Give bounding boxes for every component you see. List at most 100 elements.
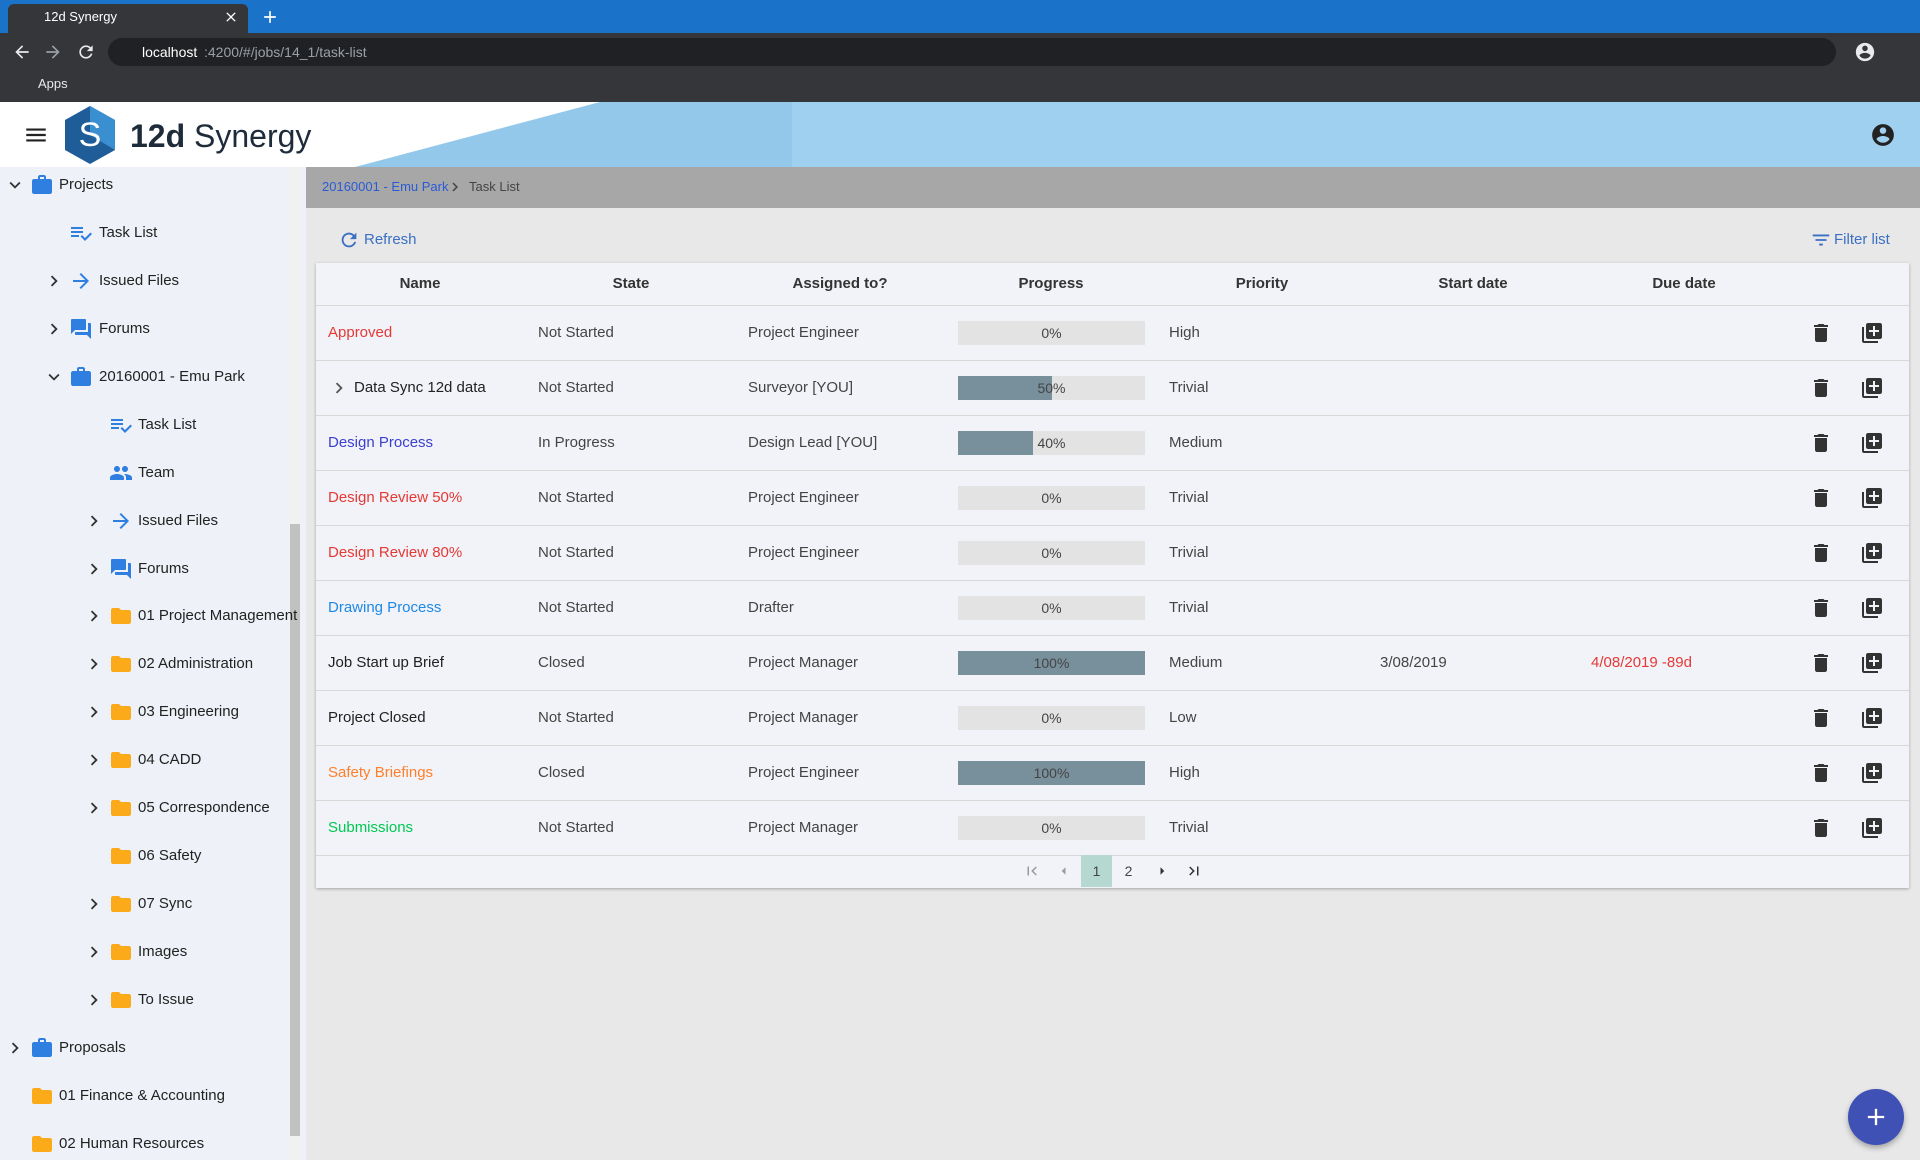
delete-button[interactable] — [1809, 816, 1833, 840]
expand-toggle[interactable] — [83, 605, 105, 627]
nav-item[interactable]: 04 CADD — [138, 751, 202, 769]
nav-item[interactable]: 03 Engineering — [138, 703, 239, 721]
row-divider — [316, 580, 1909, 581]
reload-button[interactable] — [76, 42, 96, 62]
delete-button[interactable] — [1809, 431, 1833, 455]
last-page[interactable] — [1185, 862, 1203, 880]
nav-icon — [113, 512, 129, 529]
nav-item[interactable]: 01 Project Management — [138, 607, 298, 625]
add-subtask-button[interactable] — [1860, 706, 1884, 730]
nav-item[interactable]: 07 Sync — [138, 895, 193, 913]
page-number[interactable]: 1 — [1092, 863, 1101, 879]
task-name[interactable]: Submissions — [328, 818, 414, 836]
task-name[interactable]: Project Closed — [328, 708, 426, 726]
nav-item[interactable]: Team — [138, 463, 175, 481]
back-button[interactable] — [12, 42, 32, 62]
profile-button[interactable] — [1854, 41, 1876, 63]
expand-toggle[interactable] — [83, 797, 105, 819]
task-assigned: Project Manager — [748, 653, 859, 671]
filter-icon[interactable] — [1810, 229, 1832, 251]
nav-item[interactable]: 20160001 - Emu Park — [99, 367, 245, 385]
refresh-button[interactable]: Refresh — [364, 231, 417, 248]
add-subtask-button[interactable] — [1860, 486, 1884, 510]
header-divider — [316, 305, 1909, 306]
expand-toggle[interactable] — [4, 1037, 26, 1059]
nav-item[interactable]: Forums — [138, 559, 189, 577]
scrollbar-thumb[interactable] — [290, 524, 300, 1136]
bookmark[interactable]: Apps — [38, 76, 68, 91]
delete-button[interactable] — [1809, 761, 1833, 785]
svg-text:S: S — [79, 116, 102, 154]
refresh-icon[interactable] — [338, 229, 360, 251]
progress-fill — [958, 650, 1145, 675]
breadcrumb-link[interactable]: 20160001 - Emu Park — [322, 179, 449, 194]
expand-toggle[interactable] — [43, 366, 65, 388]
add-subtask-button[interactable] — [1860, 376, 1884, 400]
expand-toggle[interactable] — [43, 318, 65, 340]
task-name[interactable]: Design Review 80% — [328, 543, 463, 561]
nav-item[interactable]: 05 Correspondence — [138, 799, 270, 817]
task-name[interactable]: Job Start up Brief — [328, 653, 444, 671]
forward-button[interactable] — [43, 42, 63, 62]
add-subtask-button[interactable] — [1860, 761, 1884, 785]
nav-item[interactable]: To Issue — [138, 990, 194, 1008]
new-tab[interactable] — [260, 7, 280, 27]
fab-icon[interactable] — [1862, 1103, 1890, 1131]
filter-button[interactable]: Filter list — [1834, 231, 1890, 248]
nav-item[interactable]: 02 Human Resources — [59, 1134, 205, 1152]
add-subtask-button[interactable] — [1860, 816, 1884, 840]
tab-close[interactable] — [223, 9, 239, 25]
nav-icon — [32, 1087, 52, 1104]
menu-button[interactable] — [23, 122, 49, 148]
expand-toggle[interactable] — [83, 989, 105, 1011]
delete-button[interactable] — [1809, 651, 1833, 675]
nav-item[interactable]: Issued Files — [138, 511, 219, 529]
nav-item[interactable]: Issued Files — [99, 271, 180, 289]
task-name[interactable]: Design Process — [328, 433, 434, 451]
expand-toggle[interactable] — [4, 174, 26, 196]
task-name[interactable]: Safety Briefings — [328, 763, 434, 781]
delete-button[interactable] — [1809, 541, 1833, 565]
nav-item[interactable]: Images — [138, 943, 188, 961]
expand-toggle[interactable] — [83, 558, 105, 580]
header-decor — [0, 102, 1920, 167]
row-expand[interactable] — [328, 377, 350, 399]
add-subtask-button[interactable] — [1860, 431, 1884, 455]
user-button[interactable] — [1870, 122, 1896, 148]
expand-toggle[interactable] — [83, 701, 105, 723]
browser-tab[interactable] — [8, 4, 248, 33]
delete-button[interactable] — [1809, 596, 1833, 620]
nav-item[interactable]: Proposals — [59, 1038, 126, 1056]
expand-toggle[interactable] — [83, 510, 105, 532]
nav-item[interactable]: 06 Safety — [138, 847, 202, 865]
first-page[interactable] — [1023, 862, 1041, 880]
nav-item[interactable]: Projects — [59, 176, 114, 193]
delete-button[interactable] — [1809, 706, 1833, 730]
task-name[interactable]: Design Review 50% — [328, 488, 463, 506]
nav-item[interactable]: Task List — [99, 223, 158, 241]
expand-toggle[interactable] — [83, 893, 105, 915]
delete-button[interactable] — [1809, 486, 1833, 510]
expand-toggle[interactable] — [43, 270, 65, 292]
task-name[interactable]: Approved — [328, 323, 393, 341]
delete-button[interactable] — [1809, 321, 1833, 345]
delete-button[interactable] — [1809, 376, 1833, 400]
page-number[interactable]: 2 — [1124, 863, 1133, 879]
progress-track — [958, 705, 1145, 730]
prev-page[interactable] — [1055, 862, 1073, 880]
add-subtask-button[interactable] — [1860, 596, 1884, 620]
nav-item[interactable]: 02 Administration — [138, 655, 254, 673]
task-name[interactable]: Data Sync 12d data — [354, 378, 486, 396]
nav-item[interactable]: 01 Finance & Accounting — [59, 1086, 225, 1104]
nav-item[interactable]: Forums — [99, 319, 150, 337]
add-subtask-button[interactable] — [1860, 541, 1884, 565]
expand-toggle[interactable] — [83, 749, 105, 771]
add-subtask-button[interactable] — [1860, 321, 1884, 345]
expand-toggle[interactable] — [83, 941, 105, 963]
nav-item[interactable]: Task List — [138, 415, 197, 433]
task-name[interactable]: Drawing Process — [328, 598, 442, 616]
add-subtask-button[interactable] — [1860, 651, 1884, 675]
url-field[interactable] — [108, 38, 1836, 66]
expand-toggle[interactable] — [83, 653, 105, 675]
next-page[interactable] — [1153, 862, 1171, 880]
